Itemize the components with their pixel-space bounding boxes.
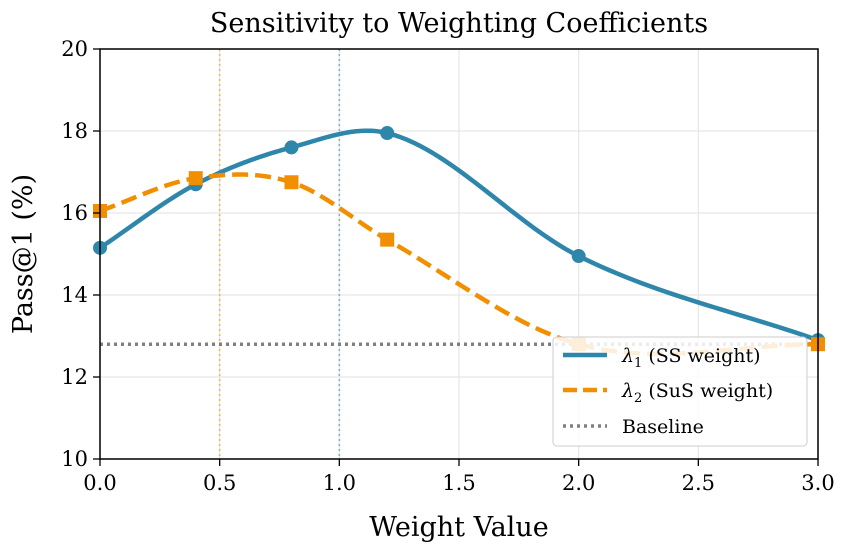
y-axis-label: Pass@1 (%) <box>8 174 39 334</box>
x-tick-label: 1.5 <box>442 471 475 495</box>
y-tick-label: 16 <box>61 201 88 225</box>
series-2-point <box>380 232 395 247</box>
y-tick-label: 12 <box>61 365 88 389</box>
chart-title: Sensitivity to Weighting Coefficients <box>210 8 708 39</box>
y-tick-label: 18 <box>61 119 88 143</box>
series-1-point <box>571 249 586 264</box>
series-2-point <box>188 171 203 186</box>
legend-label-baseline: Baseline <box>622 416 704 438</box>
x-axis-label: Weight Value <box>369 512 548 543</box>
series-2-point <box>284 175 299 190</box>
legend: λ1 (SS weight) λ2 (SuS weight) Baseline <box>552 336 808 447</box>
legend-box <box>552 336 808 447</box>
axis-ticks: 0.0 0.5 1.0 1.5 2.0 2.5 3.0 10 12 14 16 18 20 <box>61 37 834 495</box>
reference-lines <box>218 49 341 459</box>
series-1-point <box>284 140 299 155</box>
y-tick-label: 14 <box>61 283 88 307</box>
x-tick-label: 0.5 <box>203 471 236 495</box>
x-tick-label: 2.0 <box>562 471 595 495</box>
x-tick-label: 3.0 <box>801 471 834 495</box>
legend-label-series-2: λ2 (SuS weight) <box>621 380 773 406</box>
series-line-1 <box>98 128 819 343</box>
legend-label-series-1: λ1 (SS weight) <box>621 345 761 371</box>
x-tick-label: 0.0 <box>83 471 116 495</box>
y-tick-label: 20 <box>61 37 88 61</box>
x-tick-label: 2.5 <box>682 471 715 495</box>
series-1-point <box>380 126 395 141</box>
y-tick-label: 10 <box>61 447 88 471</box>
x-tick-label: 1.0 <box>323 471 356 495</box>
